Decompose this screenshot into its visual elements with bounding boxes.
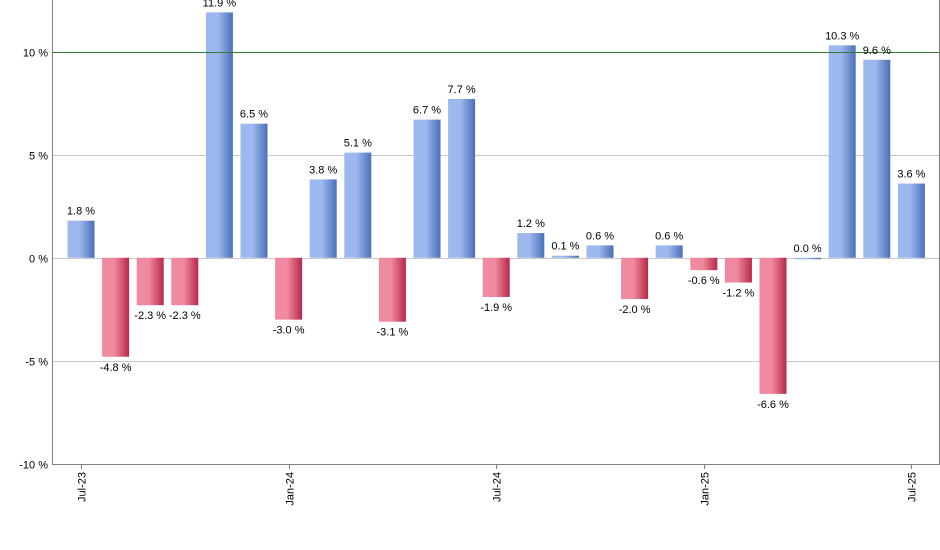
bar [586,245,614,258]
bar-value-label: 3.8 % [309,164,337,176]
bar-value-label: -4.8 % [100,362,132,374]
tick-labels: 10 % 5 % 0 % -5 % -10 % Jul-23 Jan-24 Jul-24 Jan… [19,48,918,506]
bar [724,257,752,283]
bar-value-label: -3.1 % [377,327,409,339]
bar-value-label: -2.3 % [169,310,201,322]
y-tick-label: 10 % [23,48,48,60]
bar-value-label: 1.8 % [67,206,95,218]
bar-value-label: 1.2 % [517,218,545,230]
bar [690,257,718,271]
bar [551,255,579,258]
y-tick-label: 0 % [29,254,48,266]
bar-value-label: 0.6 % [655,230,683,242]
bar [655,245,683,258]
bar-value-label: 5.1 % [344,138,372,150]
bar-value-label: 7.7 % [448,84,476,96]
y-tick-label: 5 % [29,151,48,163]
bar [344,152,372,258]
bar-value-label: 0.6 % [586,230,614,242]
bar [517,233,545,258]
bar-value-label: -1.9 % [480,302,512,314]
x-tick-label: Jul-23 [77,472,89,502]
bar [759,257,787,394]
bar-labels: 1.8 % -4.8 % -2.3 % -2.3 % 11.9 % 6.5 % -3.0 %… [67,0,926,411]
axes [52,0,940,469]
bar [309,179,337,258]
bar-value-label: -2.3 % [134,310,166,322]
bar [828,45,856,258]
bars [67,12,925,394]
bar-value-label: 6.5 % [240,109,268,121]
x-tick-label: Jul-25 [907,472,919,502]
bar-value-label: 3.6 % [897,169,925,181]
y-tick-label: -10 % [19,460,48,472]
bar-value-label: -0.6 % [688,275,720,287]
bar [863,59,891,258]
bar [240,123,268,258]
bar [482,257,510,297]
bar-value-label: 6.7 % [413,105,441,117]
bar [205,12,233,258]
bar [136,257,164,306]
x-tick-label: Jan-25 [700,472,712,506]
bar [378,257,406,322]
bar [413,119,441,258]
bar [275,257,303,320]
bar [171,257,199,306]
bar [897,183,925,258]
bar-value-label: -2.0 % [619,304,651,316]
bar-value-label: -6.6 % [757,399,789,411]
bar-value-label: 9.6 % [863,45,891,57]
bar [102,257,130,357]
bar-value-label: 10.3 % [825,30,859,42]
bar [621,257,649,300]
bar-value-label: 11.9 % [203,0,237,9]
bar-value-label: -1.2 % [723,288,755,300]
x-tick-label: Jul-24 [492,472,504,502]
bar-value-label: 0.1 % [551,241,579,253]
bar-value-label: 0.0 % [794,243,822,255]
bar [67,220,95,258]
bar [448,98,476,258]
bar-value-label: -3.0 % [273,325,305,337]
x-tick-label: Jan-24 [285,472,297,506]
y-tick-label: -5 % [25,357,48,369]
bar [794,257,822,260]
